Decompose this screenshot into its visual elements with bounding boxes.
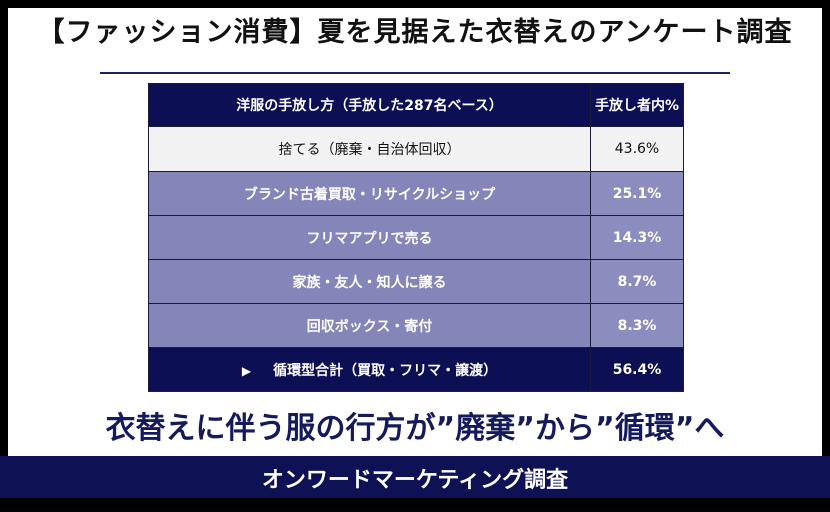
page-title: 【ファッション消費】夏を見据えた衣替えのアンケート調査 [37, 17, 793, 48]
table-row: フリマアプリで売る 14.3% [148, 215, 684, 260]
tagline: 衣替えに伴う服の行方が”廃棄”から”循環”へ [105, 411, 725, 446]
table-row: 捨てる（廃棄・自治体回収） 43.6% [148, 126, 684, 172]
table-row: 回収ボックス・寄付 8.3% [148, 303, 684, 348]
table-header-row: 洋服の手放し方（手放した287名ベース） 手放し者内% [148, 83, 684, 127]
row-value: 8.3% [590, 303, 684, 348]
total-label: 循環型合計（買取・フリマ・譲渡） [273, 362, 498, 379]
total-row: ▶ 循環型合計（買取・フリマ・譲渡） 56.4% [148, 347, 684, 392]
row-label: 捨てる（廃棄・自治体回収） [148, 126, 591, 172]
header-percent: 手放し者内% [590, 83, 684, 127]
row-label: 家族・友人・知人に譲る [148, 259, 591, 304]
header-method: 洋服の手放し方（手放した287名ベース） [148, 83, 591, 127]
row-label: フリマアプリで売る [148, 215, 591, 260]
table-row: 家族・友人・知人に譲る 8.7% [148, 259, 684, 304]
row-label: ブランド古着買取・リサイクルショップ [148, 171, 591, 216]
total-label-cell: ▶ 循環型合計（買取・フリマ・譲渡） [148, 347, 591, 392]
row-value: 8.7% [590, 259, 684, 304]
row-value: 25.1% [590, 171, 684, 216]
survey-table: 洋服の手放し方（手放した287名ベース） 手放し者内% 捨てる（廃棄・自治体回収… [148, 83, 684, 392]
title-divider [100, 72, 730, 74]
row-value: 14.3% [590, 215, 684, 260]
play-triangle-icon: ▶ [241, 363, 252, 378]
footer-bar [0, 456, 830, 498]
row-label: 回収ボックス・寄付 [148, 303, 591, 348]
row-value: 43.6% [590, 126, 684, 172]
table-row: ブランド古着買取・リサイクルショップ 25.1% [148, 171, 684, 216]
footer-credit: オンワードマーケティング調査 [261, 468, 569, 493]
total-value: 56.4% [590, 347, 684, 392]
